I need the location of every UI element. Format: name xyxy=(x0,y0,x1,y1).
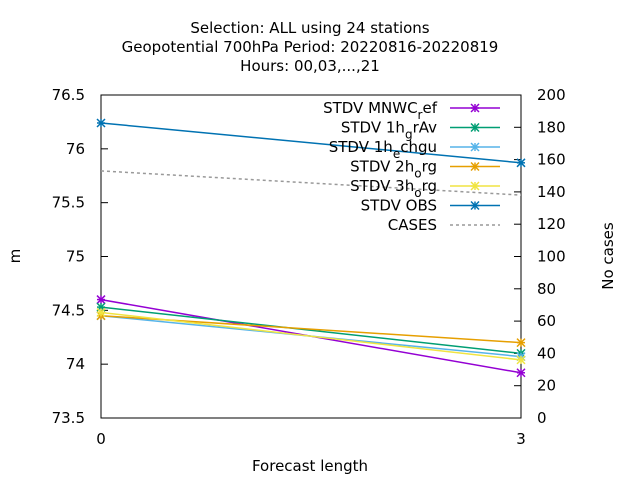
y-axis-left: 76.5 76 75.5 75 74.5 74 73.5 xyxy=(52,86,108,427)
legend-sample-marker xyxy=(470,122,480,133)
chart-title-line-2: Geopotential 700hPa Period: 20220816-202… xyxy=(122,38,499,56)
y2-tick-label: 80 xyxy=(537,280,556,298)
x-axis-label: Forecast length xyxy=(252,457,368,475)
legend-label: STDV 2horg xyxy=(350,158,437,181)
legend-label: CASES xyxy=(388,216,437,234)
legend-sample-marker xyxy=(470,142,480,152)
series-line-6 xyxy=(100,170,522,196)
series-point-3 xyxy=(516,338,526,348)
y-tick-label: 73.5 xyxy=(52,409,85,427)
y2-tick-label: 180 xyxy=(537,118,566,136)
series-point-0 xyxy=(96,295,106,305)
series-point-5 xyxy=(96,118,106,128)
y2-tick-label: 140 xyxy=(537,183,566,201)
series-line-4 xyxy=(100,311,522,361)
y-axis-label: m xyxy=(6,249,24,264)
chart-title-line-1: Selection: ALL using 24 stations xyxy=(190,19,429,37)
chart-title-line-3: Hours: 00,03,...,21 xyxy=(240,57,380,75)
y-tick-label: 76 xyxy=(66,140,85,158)
y2-tick-label: 120 xyxy=(537,215,566,233)
legend-label: STDV OBS xyxy=(361,197,437,215)
legend-label: STDV 1hechgu xyxy=(329,138,437,161)
y-tick-label: 76.5 xyxy=(52,86,85,104)
x-tick-label: 0 xyxy=(96,430,106,448)
y-tick-label: 74.5 xyxy=(52,301,85,319)
y-tick-label: 75.5 xyxy=(52,194,85,212)
legend-sample-marker xyxy=(470,181,480,191)
y2-tick-label: 20 xyxy=(537,377,556,395)
legend-label: STDV 3horg xyxy=(350,177,437,200)
x-tick-label: 3 xyxy=(516,430,526,448)
legend-sample-marker xyxy=(470,103,480,113)
series-point-4 xyxy=(516,355,526,365)
y2-tick-label: 200 xyxy=(537,86,566,104)
y-tick-label: 75 xyxy=(66,248,85,266)
legend-sample-marker xyxy=(470,200,480,211)
y2-tick-label: 40 xyxy=(537,344,556,362)
legend-label: STDV MNWCref xyxy=(323,99,438,122)
y-tick-label: 74 xyxy=(66,355,85,373)
y2-tick-label: 160 xyxy=(537,151,566,169)
series-point-5 xyxy=(516,158,526,168)
legend-sample-marker xyxy=(470,161,480,172)
series-layer xyxy=(96,118,526,378)
y2-tick-label: 60 xyxy=(537,312,556,330)
series-line-1 xyxy=(100,306,522,355)
y2-tick-label: 100 xyxy=(537,248,566,266)
y2-tick-label: 0 xyxy=(537,409,547,427)
series-point-0 xyxy=(516,368,526,378)
y2-axis-label: No cases xyxy=(599,222,617,290)
series-point-4 xyxy=(96,307,106,318)
legend-label: STDV 1hgrAv xyxy=(341,119,437,142)
series-line-5 xyxy=(100,122,522,164)
